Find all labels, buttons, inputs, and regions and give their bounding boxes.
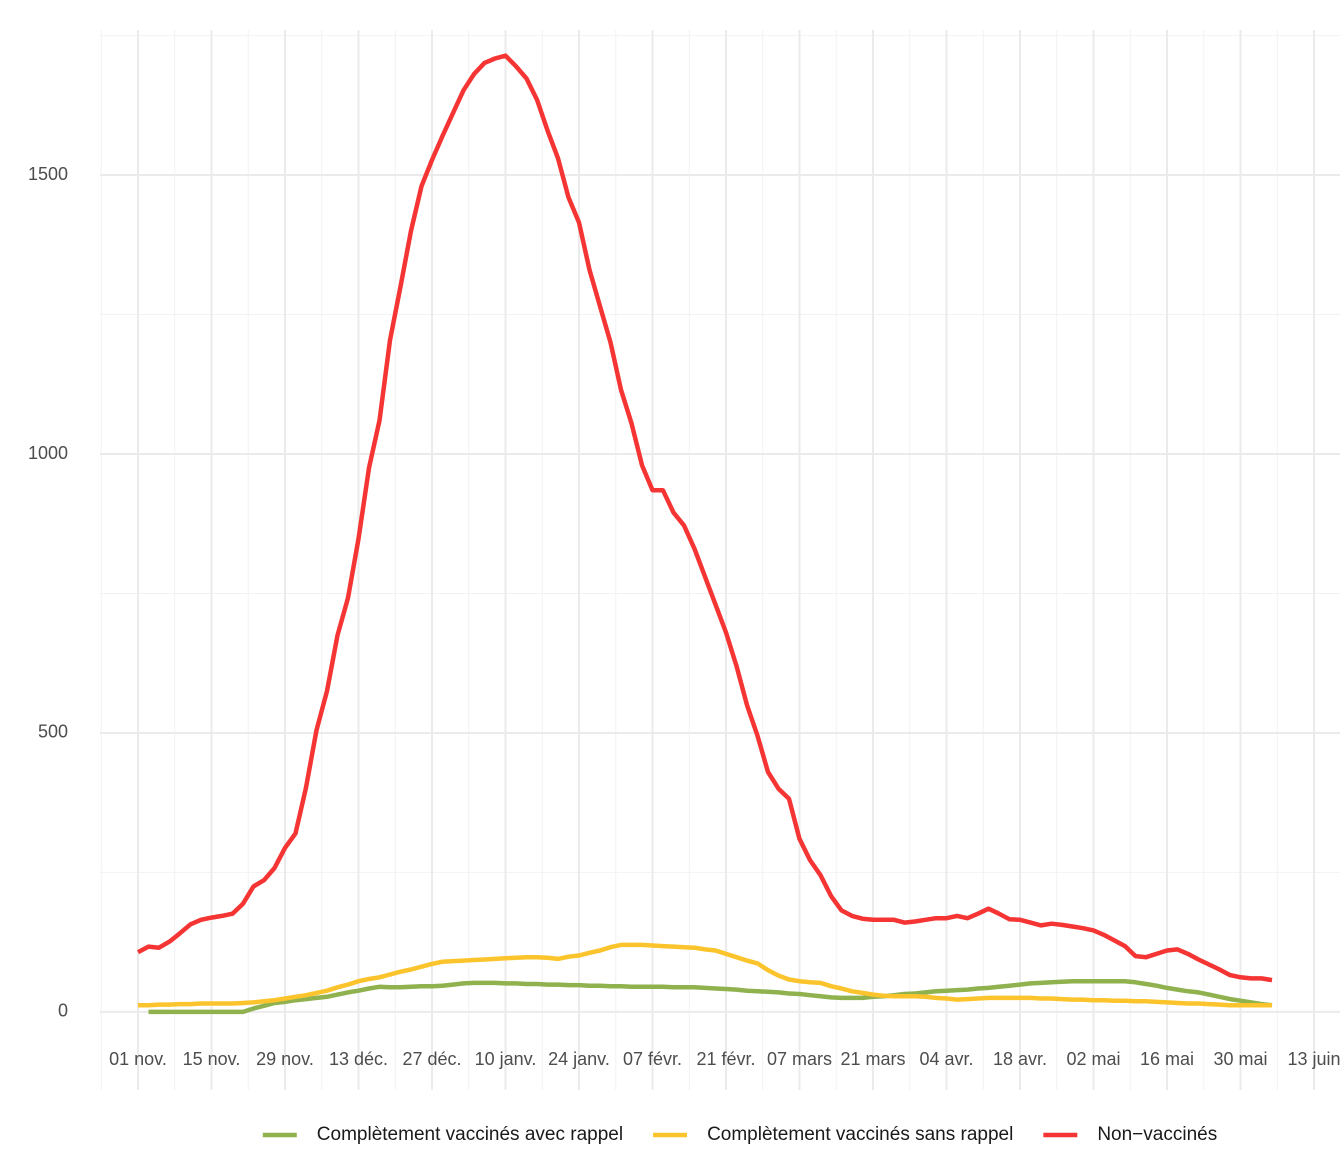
legend-label: Non−vaccinés — [1097, 1124, 1217, 1145]
line-series — [136, 53, 1273, 983]
x-tick-label: 02 mai — [1066, 1049, 1120, 1069]
y-tick-label: 0 — [58, 1001, 68, 1021]
x-tick-label: 13 déc. — [329, 1049, 388, 1069]
x-tick-label: 07 mars — [767, 1049, 832, 1069]
x-tick-label: 16 mai — [1140, 1049, 1194, 1069]
x-tick-label: 21 mars — [840, 1049, 905, 1069]
x-tick-label: 13 juin — [1287, 1049, 1340, 1069]
x-tick-label: 15 nov. — [183, 1049, 241, 1069]
legend-label: Complètement vaccinés avec rappel — [317, 1124, 623, 1145]
legend-label: Complètement vaccinés sans rappel — [707, 1124, 1013, 1145]
x-tick-label: 07 févr. — [623, 1049, 682, 1069]
y-tick-label: 1000 — [28, 443, 68, 463]
x-tick-label: 18 avr. — [993, 1049, 1047, 1069]
x-tick-label: 29 nov. — [256, 1049, 314, 1069]
x-tick-label: 10 janv. — [475, 1049, 537, 1069]
x-tick-label: 24 janv. — [548, 1049, 610, 1069]
y-tick-label: 1500 — [28, 164, 68, 184]
x-tick-label: 27 déc. — [402, 1049, 461, 1069]
line-series — [148, 978, 1273, 1015]
x-tick-label: 21 févr. — [696, 1049, 755, 1069]
line-series — [138, 942, 1272, 1008]
x-tick-label: 01 nov. — [109, 1049, 167, 1069]
x-tick-label: 30 mai — [1213, 1049, 1267, 1069]
y-tick-label: 500 — [38, 722, 68, 742]
x-tick-label: 04 avr. — [919, 1049, 973, 1069]
